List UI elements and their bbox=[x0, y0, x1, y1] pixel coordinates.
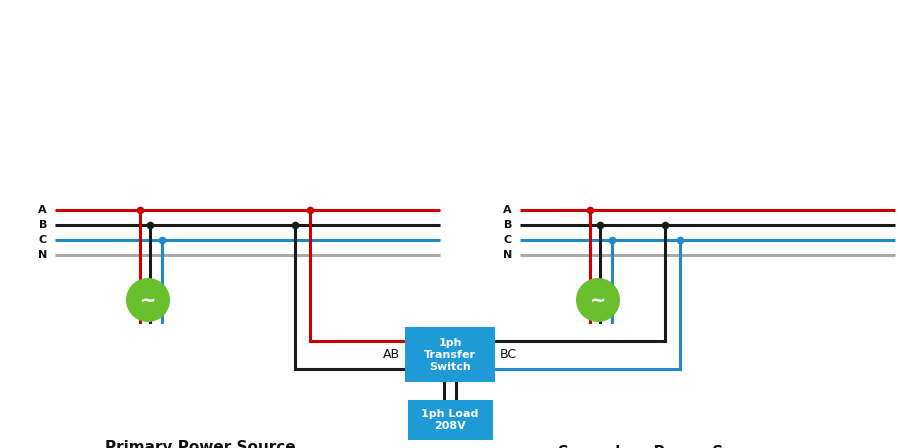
Text: C: C bbox=[504, 235, 512, 245]
FancyBboxPatch shape bbox=[408, 400, 492, 440]
Circle shape bbox=[576, 278, 620, 322]
Text: Secondary Power Source
(Alternate Utility
or Generator): Secondary Power Source (Alternate Utilit… bbox=[558, 445, 771, 448]
Text: N: N bbox=[503, 250, 512, 260]
Text: C: C bbox=[39, 235, 47, 245]
Text: ~: ~ bbox=[140, 290, 157, 310]
Text: B: B bbox=[504, 220, 512, 230]
Text: A: A bbox=[503, 205, 512, 215]
Text: 1ph Load
208V: 1ph Load 208V bbox=[421, 409, 479, 431]
Text: AB: AB bbox=[382, 349, 400, 362]
Text: 1ph
Transfer
Switch: 1ph Transfer Switch bbox=[424, 338, 476, 371]
Text: ~: ~ bbox=[590, 290, 607, 310]
FancyBboxPatch shape bbox=[405, 327, 495, 383]
Text: A: A bbox=[39, 205, 47, 215]
Text: N: N bbox=[38, 250, 47, 260]
Circle shape bbox=[126, 278, 170, 322]
Text: BC: BC bbox=[500, 349, 518, 362]
Text: Primary Power Source
(Normal / Utility): Primary Power Source (Normal / Utility) bbox=[105, 440, 295, 448]
Text: B: B bbox=[39, 220, 47, 230]
